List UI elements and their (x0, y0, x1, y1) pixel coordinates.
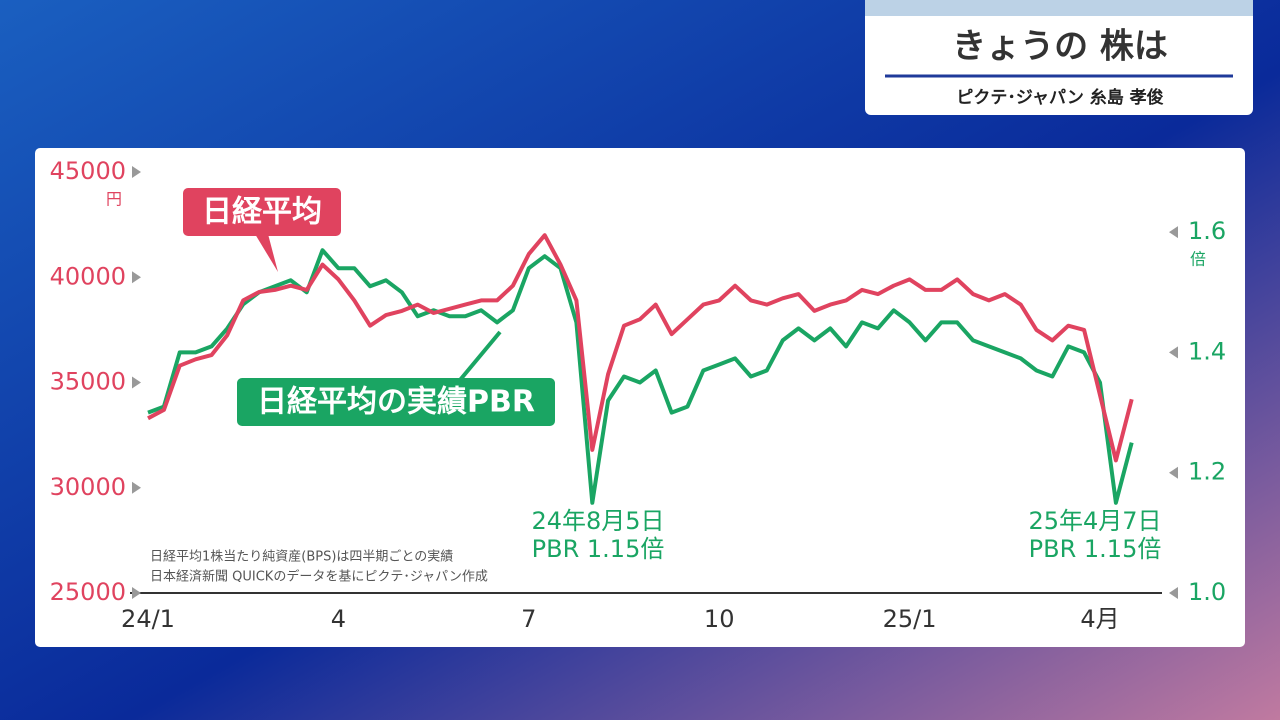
y-tick-label: 30000 (50, 473, 126, 501)
y2-tick (1169, 587, 1178, 599)
y-tick (132, 166, 141, 178)
legend-label: 日経平均の実績PBR (257, 385, 535, 420)
y2-tick-label: 1.0 (1188, 578, 1226, 606)
y-tick (132, 587, 141, 599)
y-tick (132, 376, 141, 389)
label-box (183, 188, 341, 236)
y2-tick-label: 1.6 (1188, 217, 1226, 245)
note: 日本経済新聞 QUICKのデータを基にピクテ･ジャパン作成 (150, 569, 488, 585)
annotation: PBR 1.15倍 (532, 535, 665, 563)
y2-tick (1169, 346, 1178, 359)
y-tick (132, 481, 141, 494)
label-box (237, 378, 555, 426)
chart-panel (35, 148, 1245, 647)
y2-tick-label: 1.2 (1188, 458, 1226, 486)
y-unit: 円 (106, 190, 122, 209)
y-tick-label: 45000 (50, 157, 126, 185)
y2-tick (1169, 466, 1178, 479)
y2-unit: 倍 (1190, 250, 1206, 269)
label-pointer (458, 330, 502, 382)
data-line (147, 233, 1134, 463)
header-title: きょうの 株は (952, 27, 1168, 67)
note: 日経平均1株当たり純資産(BPS)は四半期ごとの実績 (150, 549, 453, 565)
x-tick-label: 4 (331, 605, 346, 633)
annotation: 25年4月7日 (1028, 507, 1161, 535)
legend-label: 日経平均 (202, 195, 322, 230)
y2-tick-label: 1.4 (1188, 337, 1226, 365)
header-subtitle: ピクテ･ジャパン 糸島 孝俊 (956, 87, 1163, 108)
header-strip (865, 0, 1253, 16)
plot: 25000 30000 35000 40000 45000 円 1.0 1.2 1.4 1.6 倍 2… (50, 157, 1227, 633)
y2-tick (1169, 226, 1178, 239)
annotation: 24年8月5日 (531, 507, 664, 535)
x-tick-label: 7 (521, 605, 536, 633)
label-pointer (255, 234, 278, 272)
header-box (865, 0, 1253, 115)
x-tick-label: 24/1 (121, 605, 175, 633)
x-tick-label: 25/1 (883, 605, 937, 633)
annotation: PBR 1.15倍 (1029, 535, 1162, 563)
x-tick-label: 4月 (1080, 605, 1119, 633)
y-tick-label: 25000 (50, 578, 126, 606)
y-tick-label: 40000 (50, 262, 126, 290)
y-tick (132, 271, 141, 284)
x-tick-label: 10 (704, 605, 735, 633)
y-tick-label: 35000 (50, 368, 126, 396)
